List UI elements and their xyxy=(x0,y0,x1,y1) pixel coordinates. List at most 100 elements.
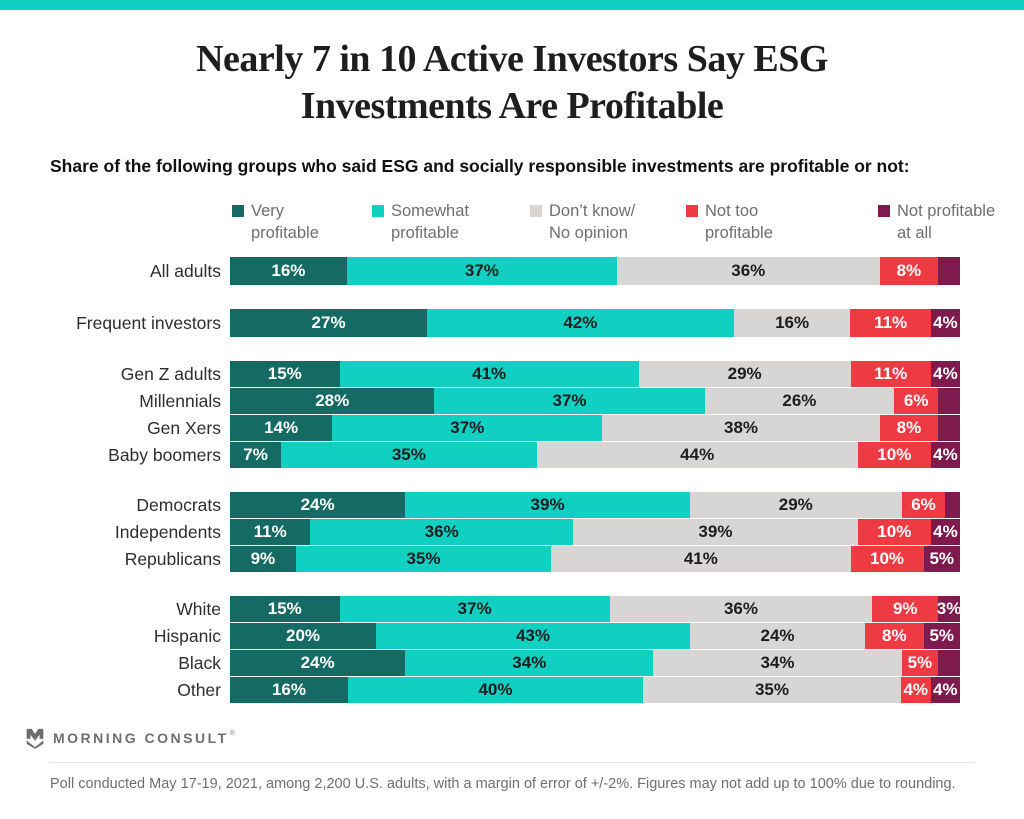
bar-segment-very-profitable: 9% xyxy=(230,546,296,573)
stacked-bar: 9% 35% 41% 10% 5% xyxy=(230,546,960,573)
brand-name: MORNING CONSULT® xyxy=(53,730,238,747)
bar-segment-not-profitable-at-all: 4% xyxy=(930,361,960,388)
bar-segment-not-profitable-at-all: 3% xyxy=(937,596,961,623)
bar-segment-not-profitable-at-all: 4% xyxy=(930,519,960,546)
bar-segment-somewhat-profitable: 35% xyxy=(281,442,537,469)
legend-swatch-icon xyxy=(530,205,542,218)
bar-segment-not-too-profitable: 11% xyxy=(850,309,931,338)
bar-segment-somewhat-profitable: 37% xyxy=(339,596,610,623)
bar-segment-dont-know-no-opinion: 38% xyxy=(602,415,880,442)
row-label: Gen Z adults xyxy=(120,363,221,384)
bar-segment-not-profitable-at-all xyxy=(938,650,961,677)
bar-segment-very-profitable: 16% xyxy=(230,257,347,286)
row-label: White xyxy=(176,598,221,619)
legend-swatch-icon xyxy=(878,205,890,218)
bar-segment-dont-know-no-opinion: 24% xyxy=(689,623,866,650)
row-group: Democrats 24% 39% 29% 6% Independents 11% 36% 39… xyxy=(0,492,1024,573)
row-label: Other xyxy=(177,679,221,700)
bar-segment-dont-know-no-opinion: 16% xyxy=(733,309,851,338)
bar-segment-somewhat-profitable: 36% xyxy=(310,519,574,546)
bar-segment-very-profitable: 7% xyxy=(230,442,282,469)
legend-swatch-icon xyxy=(232,205,244,218)
chart-row: Baby boomers 7% 35% 44% 10% 4% xyxy=(0,442,1024,469)
bar-segment-dont-know-no-opinion: 35% xyxy=(642,677,902,704)
legend-label: Somewhat profitable xyxy=(391,202,469,242)
bar-segment-not-too-profitable: 10% xyxy=(857,442,931,469)
stacked-bar: 20% 43% 24% 8% 5% xyxy=(230,623,961,650)
row-label: Hispanic xyxy=(153,625,221,646)
bar-segment-not-profitable-at-all: 4% xyxy=(930,309,960,338)
bar-segment-not-too-profitable: 8% xyxy=(865,623,924,650)
row-label: All adults xyxy=(149,260,221,281)
stacked-bar: 24% 39% 29% 6% xyxy=(230,492,960,519)
bar-segment-somewhat-profitable: 35% xyxy=(295,546,552,573)
bar-segment-somewhat-profitable: 37% xyxy=(332,415,603,442)
legend-item-somewhat-profitable: Somewhat profitable xyxy=(372,201,469,245)
legend-label: Don’t know/No opinion xyxy=(549,202,636,242)
title-line-1: Nearly 7 in 10 Active Investors Say ESG xyxy=(196,38,828,80)
bar-segment-dont-know-no-opinion: 26% xyxy=(704,388,895,415)
row-label: Baby boomers xyxy=(108,444,221,465)
bar-segment-very-profitable: 28% xyxy=(230,388,435,415)
bar-segment-dont-know-no-opinion: 29% xyxy=(689,492,902,519)
legend-item-not-too-profitable: Not too profitable xyxy=(686,201,773,245)
bar-segment-very-profitable: 24% xyxy=(230,650,406,677)
title-line-2: Investments Are Profitable xyxy=(300,85,724,128)
row-group: White 15% 37% 36% 9% 3% Hispanic 20% 43% 24% 8% 5% B… xyxy=(0,596,1024,704)
bar-segment-somewhat-profitable: 42% xyxy=(427,309,734,338)
bar-segment-very-profitable: 14% xyxy=(230,415,333,442)
bar-segment-dont-know-no-opinion: 34% xyxy=(653,650,902,677)
chart-row: Hispanic 20% 43% 24% 8% 5% xyxy=(0,623,1024,650)
brand-logo: MORNING CONSULT® xyxy=(25,727,999,750)
bar-segment-dont-know-no-opinion: 41% xyxy=(551,546,851,573)
methodology-note: Poll conducted May 17-19, 2021, among 2,… xyxy=(50,776,956,793)
bar-segment-not-too-profitable: 5% xyxy=(901,650,939,677)
footer: MORNING CONSULT® Poll conducted May 17-1… xyxy=(25,727,999,792)
bar-segment-not-profitable-at-all: 5% xyxy=(923,623,961,650)
stacked-bar: 24% 34% 34% 5% xyxy=(230,650,961,677)
bar-segment-somewhat-profitable: 43% xyxy=(376,623,690,650)
bar-segment-dont-know-no-opinion: 29% xyxy=(638,361,851,388)
bar-segment-not-profitable-at-all xyxy=(938,257,960,286)
row-label: Gen Xers xyxy=(147,417,221,438)
bar-segment-not-profitable-at-all xyxy=(945,492,960,519)
bar-segment-very-profitable: 15% xyxy=(230,596,340,623)
bar-segment-dont-know-no-opinion: 36% xyxy=(616,257,880,286)
bar-segment-somewhat-profitable: 34% xyxy=(405,650,654,677)
bar-segment-not-too-profitable: 11% xyxy=(850,361,931,388)
morning-consult-logo-icon xyxy=(26,729,44,750)
stacked-bar: 16% 40% 35% 4% 4% xyxy=(230,677,961,704)
row-label: Republicans xyxy=(124,548,221,569)
legend-item-not-profitable-at-all: Not profitable at all xyxy=(878,201,995,245)
legend-label: Not profitable at all xyxy=(897,202,996,242)
bar-segment-not-profitable-at-all: 4% xyxy=(930,442,960,469)
bar-segment-somewhat-profitable: 40% xyxy=(347,677,643,704)
row-label: Democrats xyxy=(136,494,221,515)
stacked-bar: 15% 37% 36% 9% 3% xyxy=(230,596,961,623)
bar-segment-very-profitable: 16% xyxy=(230,677,348,704)
bar-segment-not-too-profitable: 10% xyxy=(850,546,924,573)
stacked-bar-chart: All adults 16% 37% 36% 8% Frequent investors 2… xyxy=(0,257,1024,704)
top-accent-bar xyxy=(0,0,1024,10)
bar-segment-very-profitable: 27% xyxy=(230,309,428,338)
legend-swatch-icon xyxy=(372,205,384,218)
bar-segment-very-profitable: 20% xyxy=(230,623,376,650)
stacked-bar: 28% 37% 26% 6% xyxy=(230,388,960,415)
row-label: Black xyxy=(178,652,221,673)
stacked-bar: 7% 35% 44% 10% 4% xyxy=(230,442,960,469)
page-title: Nearly 7 in 10 Active Investors Say ESG … xyxy=(60,36,964,130)
stacked-bar: 15% 41% 29% 11% 4% xyxy=(230,361,960,388)
stacked-bar: 16% 37% 36% 8% xyxy=(230,257,960,286)
bar-segment-not-too-profitable: 6% xyxy=(901,492,946,519)
row-group: Frequent investors 27% 42% 16% 11% 4% xyxy=(0,309,1024,338)
legend: Very profitable Somewhat profitable Don’t kn… xyxy=(0,201,1024,247)
chart-row: Independents 11% 36% 39% 10% 4% xyxy=(0,519,1024,546)
bar-segment-not-profitable-at-all xyxy=(938,415,961,442)
bar-segment-dont-know-no-opinion: 36% xyxy=(609,596,873,623)
chart-row: All adults 16% 37% 36% 8% xyxy=(0,257,1024,286)
chart-row: Gen Z adults 15% 41% 29% 11% 4% xyxy=(0,361,1024,388)
bar-segment-somewhat-profitable: 39% xyxy=(405,492,690,519)
chart-row: Other 16% 40% 35% 4% 4% xyxy=(0,677,1024,704)
bar-segment-not-profitable-at-all: 5% xyxy=(923,546,960,573)
bar-segment-not-too-profitable: 4% xyxy=(901,677,931,704)
